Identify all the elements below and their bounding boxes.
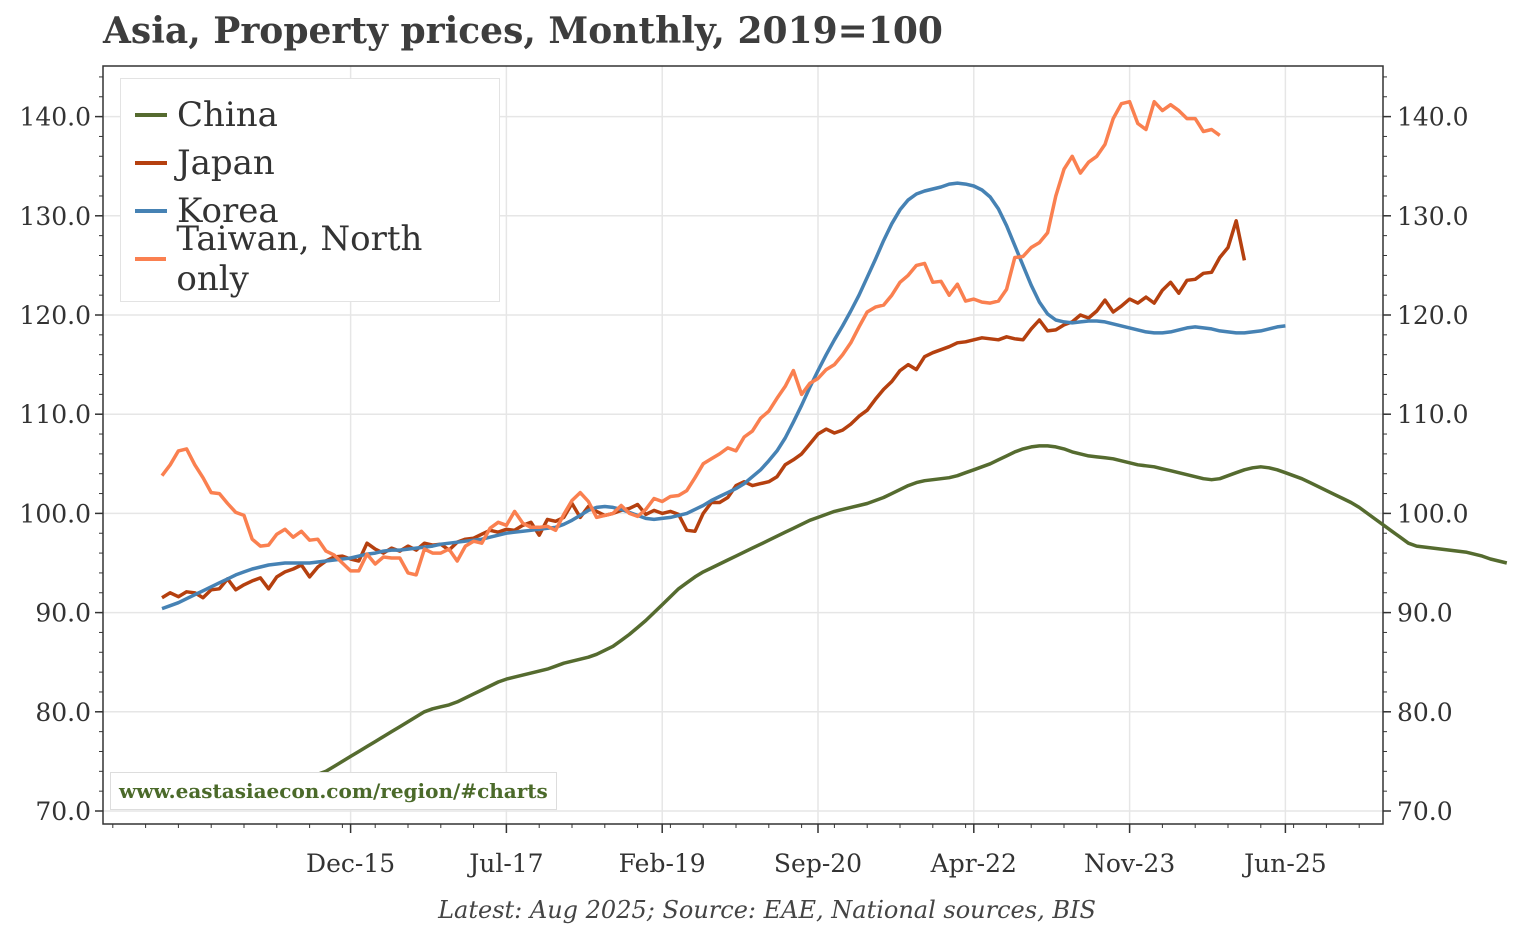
- series-lines: [160, 99, 1508, 793]
- legend-label-taiwan: Taiwan, North only: [176, 219, 423, 299]
- y-tick-label-right: 110.0: [1397, 400, 1469, 429]
- y-tick-label-left: 140.0: [19, 103, 91, 132]
- legend-swatch-korea: [135, 209, 167, 213]
- legend-swatch-taiwan: [135, 257, 167, 261]
- legend-label-korea: Korea: [177, 191, 279, 231]
- y-tick-label-right: 80.0: [1397, 698, 1453, 727]
- y-tick-label-right: 70.0: [1397, 797, 1453, 826]
- y-tick-label-right: 100.0: [1397, 499, 1469, 528]
- y-tick-label-right: 90.0: [1397, 599, 1453, 628]
- legend-swatch-china: [135, 113, 167, 117]
- legend-item-taiwan: Taiwan, North only: [135, 219, 499, 299]
- y-tick-label-left: 80.0: [35, 698, 91, 727]
- watermark-link[interactable]: www.eastasiaecon.com/region/#charts: [110, 772, 557, 810]
- legend-label-china: China: [177, 95, 278, 135]
- legend: China Japan Korea Taiwan, North only: [120, 78, 500, 302]
- y-tick-label-left: 130.0: [19, 202, 91, 231]
- axes-ticks: 70.0 70.0 80.0 80.0 90.0 90.0 100.0 100.0 110.0 1…: [19, 76, 1469, 878]
- legend-item-china: China: [135, 91, 499, 139]
- plot-area-frame: [102, 65, 1384, 825]
- legend-item-korea: Korea: [135, 187, 499, 235]
- y-tick-label-left: 100.0: [19, 499, 91, 528]
- series-line-taiwan: [160, 99, 1221, 577]
- series-line-korea: [161, 181, 1286, 611]
- x-tick-label: Nov-23: [1084, 849, 1175, 878]
- x-tick-label: Jul-17: [466, 849, 543, 878]
- legend-label-japan: Japan: [177, 143, 275, 183]
- y-tick-label-left: 120.0: [19, 301, 91, 330]
- chart-title: Asia, Property prices, Monthly, 2019=100: [103, 10, 943, 52]
- x-tick-label: Dec-15: [306, 849, 395, 878]
- legend-swatch-japan: [135, 161, 167, 165]
- legend-item-japan: Japan: [135, 139, 499, 187]
- source-footnote: Latest: Aug 2025; Source: EAE, National …: [438, 896, 1096, 924]
- x-tick-label: Jun-25: [1241, 849, 1326, 878]
- series-line-japan: [161, 219, 1247, 600]
- y-tick-label-left: 70.0: [35, 797, 91, 826]
- series-line-china: [161, 444, 1508, 793]
- x-tick-label: Apr-22: [930, 849, 1017, 878]
- y-tick-label-left: 90.0: [35, 599, 91, 628]
- y-tick-label-right: 120.0: [1397, 301, 1469, 330]
- x-tick-label: Sep-20: [774, 849, 862, 878]
- y-tick-label-left: 110.0: [19, 400, 91, 429]
- x-tick-label: Feb-19: [619, 849, 706, 878]
- y-tick-label-right: 130.0: [1397, 202, 1469, 231]
- y-tick-label-right: 140.0: [1397, 103, 1469, 132]
